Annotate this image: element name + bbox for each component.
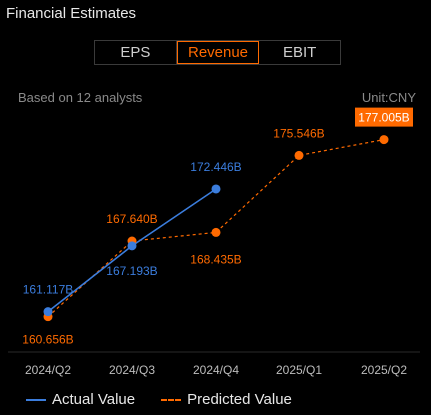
actual-point	[127, 241, 137, 251]
legend-actual-label: Actual Value	[52, 391, 136, 408]
predicted-line-swatch	[161, 398, 182, 401]
legend-predicted[interactable]: Predicted Value	[161, 391, 292, 408]
legend-actual[interactable]: Actual Value	[26, 391, 135, 408]
tab-ebit[interactable]: EBIT	[283, 44, 317, 61]
predicted-data-label: 168.435B	[190, 252, 241, 266]
actual-data-label: 167.193B	[106, 264, 157, 278]
x-tick-label: 2025/Q2	[361, 363, 407, 377]
legend-predicted-label: Predicted Value	[187, 391, 292, 408]
unit-label: Unit:CNY	[361, 90, 416, 105]
tab-revenue[interactable]: Revenue	[176, 41, 260, 64]
predicted-data-label: 177.005B	[358, 111, 409, 125]
x-tick-label: 2024/Q2	[25, 363, 71, 377]
actual-data-label: 161.117B	[23, 283, 74, 297]
actual-line-swatch	[26, 398, 46, 401]
predicted-point	[294, 150, 304, 160]
analyst-count: Based on 12 analysts	[18, 90, 143, 105]
predicted-data-label: 167.640B	[106, 212, 157, 226]
actual-point	[43, 307, 53, 317]
actual-data-label: 172.446B	[190, 160, 241, 174]
metric-tabs: EPS Revenue EBIT	[94, 40, 341, 65]
legend: Actual Value Predicted Value	[26, 391, 318, 408]
actual-point	[211, 184, 221, 194]
predicted-data-label: 175.546B	[273, 126, 324, 140]
x-tick-label: 2025/Q1	[276, 363, 322, 377]
page-title: Financial Estimates	[6, 5, 137, 22]
x-tick-label: 2024/Q3	[109, 363, 155, 377]
predicted-data-label: 160.656B	[22, 333, 73, 347]
predicted-point	[211, 227, 221, 237]
predicted-point	[379, 135, 389, 145]
tab-eps[interactable]: EPS	[95, 41, 177, 64]
x-tick-label: 2024/Q4	[193, 363, 239, 377]
highlight-label-badge	[355, 107, 413, 127]
